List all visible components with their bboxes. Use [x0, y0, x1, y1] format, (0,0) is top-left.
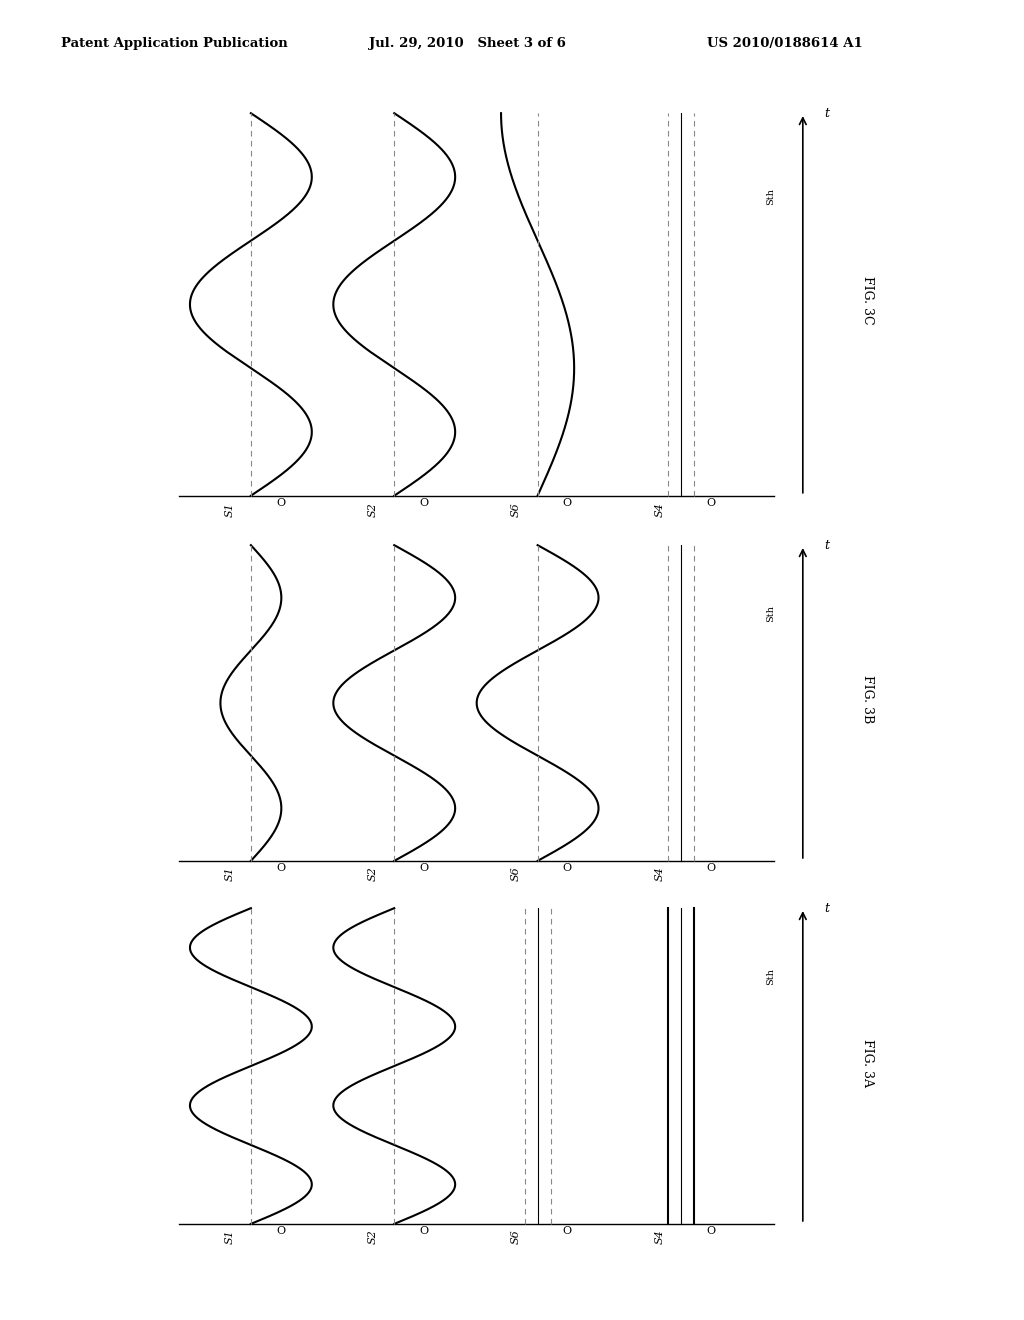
Text: S4: S4 — [654, 1229, 665, 1243]
Text: t: t — [824, 539, 829, 552]
Text: US 2010/0188614 A1: US 2010/0188614 A1 — [707, 37, 862, 50]
Text: S6: S6 — [511, 866, 521, 880]
Text: t: t — [824, 107, 829, 120]
Text: O: O — [562, 498, 571, 508]
Text: S4: S4 — [654, 502, 665, 516]
Text: S1: S1 — [224, 502, 234, 516]
Text: FIG. 3B: FIG. 3B — [861, 676, 873, 723]
Text: S2: S2 — [368, 502, 378, 516]
Text: Patent Application Publication: Patent Application Publication — [61, 37, 288, 50]
Text: O: O — [706, 1225, 715, 1236]
Text: t: t — [824, 902, 829, 915]
Text: Sth: Sth — [766, 187, 775, 205]
Text: Jul. 29, 2010   Sheet 3 of 6: Jul. 29, 2010 Sheet 3 of 6 — [369, 37, 565, 50]
Text: S2: S2 — [368, 866, 378, 880]
Text: O: O — [706, 863, 715, 873]
Text: O: O — [420, 863, 428, 873]
Text: FIG. 3A: FIG. 3A — [861, 1039, 873, 1086]
Text: O: O — [276, 863, 285, 873]
Text: FIG. 3C: FIG. 3C — [861, 276, 873, 325]
Text: O: O — [562, 1225, 571, 1236]
Text: S4: S4 — [654, 866, 665, 880]
Text: S6: S6 — [511, 1229, 521, 1243]
Text: O: O — [562, 863, 571, 873]
Text: Sth: Sth — [766, 606, 775, 622]
Text: O: O — [276, 498, 285, 508]
Text: O: O — [276, 1225, 285, 1236]
Text: S6: S6 — [511, 502, 521, 516]
Text: O: O — [420, 498, 428, 508]
Text: O: O — [706, 498, 715, 508]
Text: S2: S2 — [368, 1229, 378, 1243]
Text: O: O — [420, 1225, 428, 1236]
Text: Sth: Sth — [766, 969, 775, 985]
Text: S1: S1 — [224, 866, 234, 880]
Text: S1: S1 — [224, 1229, 234, 1243]
